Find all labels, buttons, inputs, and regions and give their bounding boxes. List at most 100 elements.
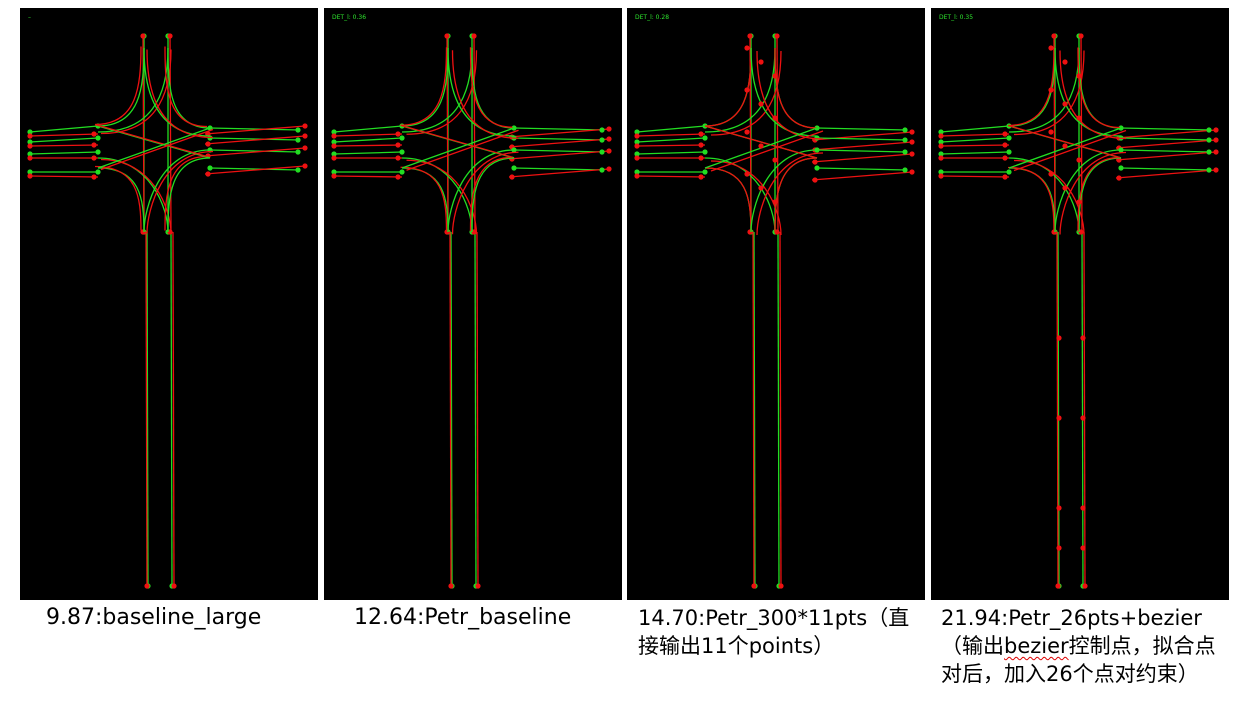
lane-point xyxy=(27,155,33,161)
horizontal-lane xyxy=(204,147,306,157)
lane-curve xyxy=(451,151,519,235)
lane-point xyxy=(511,165,517,171)
lane-point xyxy=(205,171,211,177)
metric-tag: DET_l: 0.36 xyxy=(332,14,367,21)
vertical-lane xyxy=(1080,33,1083,233)
horizontal-lane xyxy=(204,165,306,175)
lane-curve xyxy=(1007,124,1121,159)
lane-point xyxy=(812,159,818,165)
lane-curve xyxy=(94,165,142,231)
horizontal-lane xyxy=(508,168,610,178)
lane-curve xyxy=(100,49,172,135)
lane-point xyxy=(702,149,708,155)
lane-point xyxy=(744,87,750,93)
lane-point xyxy=(938,129,944,135)
vertical-lane xyxy=(779,231,782,589)
horizontal-lane xyxy=(636,133,706,137)
lane-point xyxy=(938,143,944,149)
lane-point xyxy=(1055,583,1061,589)
caption-2: 12.64:Petr_baseline xyxy=(354,605,572,630)
vertical-lane xyxy=(776,33,779,233)
lane-curve xyxy=(97,127,211,169)
lane-point xyxy=(1051,33,1057,39)
result-panel-4: DET_l: 0.35 xyxy=(931,8,1229,600)
lane-point xyxy=(634,155,640,161)
lane-point xyxy=(902,149,908,155)
lane-point xyxy=(302,163,308,169)
lane-point xyxy=(395,174,401,180)
lane-point xyxy=(331,169,337,175)
horizontal-lane xyxy=(636,144,706,147)
lane-point xyxy=(599,167,605,173)
horizontal-lane xyxy=(333,151,403,155)
vertical-lane xyxy=(1083,231,1086,589)
lane-curve xyxy=(143,47,211,137)
lane-curve xyxy=(447,149,515,233)
lane-point xyxy=(938,133,944,139)
lane-point xyxy=(938,151,944,157)
lane-point xyxy=(1213,149,1219,155)
lane-curve xyxy=(401,47,449,127)
lane-point xyxy=(1056,505,1062,511)
lane-curve xyxy=(704,47,752,127)
horizontal-lane xyxy=(333,133,403,137)
lane-point xyxy=(634,143,640,149)
horizontal-lane xyxy=(513,137,605,141)
lane-visualization xyxy=(634,33,915,589)
lane-point xyxy=(27,151,33,157)
lane-point xyxy=(331,129,337,135)
horizontal-lane xyxy=(1115,169,1217,179)
metric-tag: – xyxy=(28,14,31,21)
lane-point xyxy=(1082,583,1088,589)
caption-4-part-b: bezier xyxy=(1004,634,1069,658)
lane-point xyxy=(902,167,908,173)
lane-point xyxy=(702,135,708,141)
lane-point xyxy=(634,169,640,175)
lane-point xyxy=(774,229,780,235)
lane-point xyxy=(938,173,944,179)
lane-point xyxy=(399,149,405,155)
lane-point xyxy=(295,137,301,143)
lane-point xyxy=(599,149,605,155)
lane-point xyxy=(140,33,146,39)
lane-curve xyxy=(1077,156,1121,232)
horizontal-lane xyxy=(811,141,913,151)
lane-point xyxy=(91,174,97,180)
lane-point xyxy=(171,583,177,589)
vertical-lane xyxy=(172,231,175,589)
lane-point xyxy=(634,139,640,145)
lane-point xyxy=(606,126,612,132)
lane-point xyxy=(27,133,33,139)
horizontal-lane xyxy=(204,135,306,145)
lane-curve xyxy=(1059,151,1127,235)
result-panel-3: DET_l: 0.28 xyxy=(627,8,925,600)
lane-point xyxy=(448,583,454,589)
lane-point xyxy=(95,149,101,155)
lane-curve xyxy=(756,152,824,236)
lane-point xyxy=(1080,415,1086,421)
lane-point xyxy=(395,155,401,161)
horizontal-lane xyxy=(816,127,908,131)
horizontal-lane xyxy=(940,151,1010,155)
horizontal-lane xyxy=(508,138,610,148)
lane-point xyxy=(471,33,477,39)
lane-point xyxy=(634,151,640,157)
lane-point xyxy=(27,169,33,175)
lane-point xyxy=(95,169,101,175)
lane-point xyxy=(758,185,764,191)
lane-point xyxy=(599,127,605,133)
lane-curve xyxy=(774,157,818,233)
lane-point xyxy=(167,33,173,39)
lane-point xyxy=(1006,149,1012,155)
lane-point xyxy=(302,145,308,151)
lane-point xyxy=(302,133,308,139)
horizontal-lane xyxy=(209,149,301,153)
lane-point xyxy=(938,155,944,161)
lane-point xyxy=(295,167,301,173)
lane-curve xyxy=(401,127,515,169)
lane-curve xyxy=(400,124,513,158)
lane-point xyxy=(909,139,915,145)
caption-1: 9.87:baseline_large xyxy=(46,605,262,630)
lane-point xyxy=(1076,73,1082,79)
lane-curve xyxy=(146,49,214,139)
